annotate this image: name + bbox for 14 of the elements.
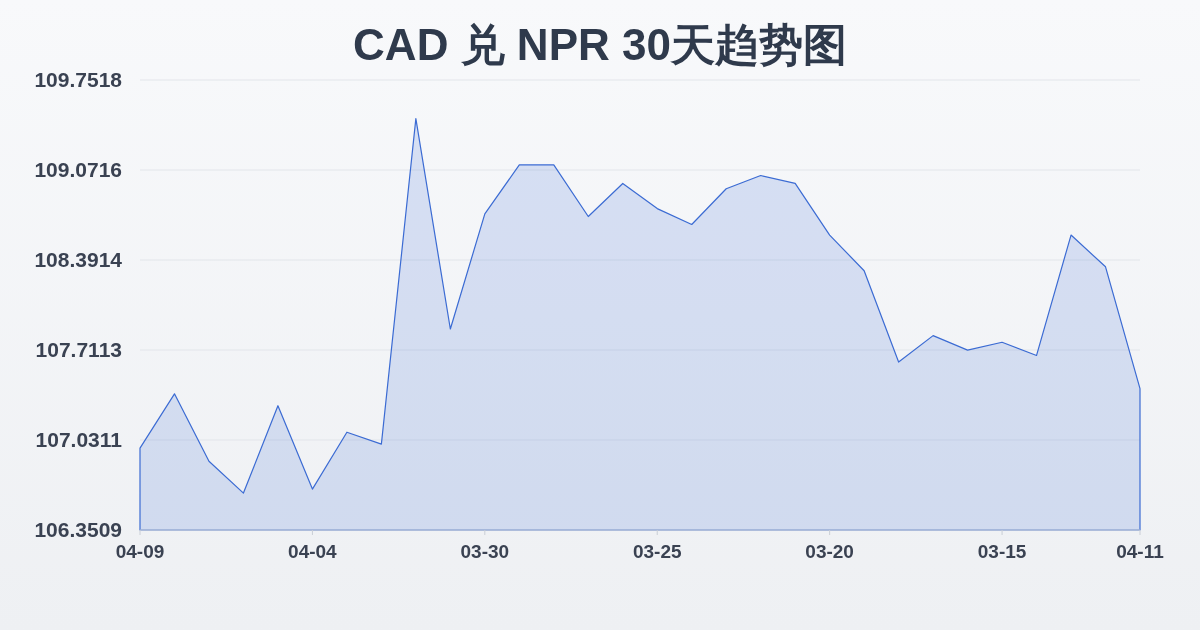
x-tick-label: 03-25 xyxy=(632,541,682,562)
x-tick-label: 03-15 xyxy=(977,541,1027,562)
x-tick-label: 03-30 xyxy=(460,541,510,562)
y-tick-label: 109.7518 xyxy=(34,68,123,91)
y-tick-label: 107.7113 xyxy=(35,337,122,361)
x-tick-label: 04-09 xyxy=(115,541,165,562)
chart-title: CAD 兑 NPR 30天趋势图 xyxy=(353,20,847,69)
y-tick-label: 108.3914 xyxy=(34,248,123,272)
x-tick-label: 04-11 xyxy=(1116,541,1165,562)
x-tick-label: 03-20 xyxy=(805,541,854,562)
y-tick-label: 106.3509 xyxy=(34,518,122,541)
y-tick-label: 107.0311 xyxy=(35,428,123,451)
y-tick-label: 109.0716 xyxy=(34,158,122,181)
x-tick-label: 04-04 xyxy=(288,541,338,562)
